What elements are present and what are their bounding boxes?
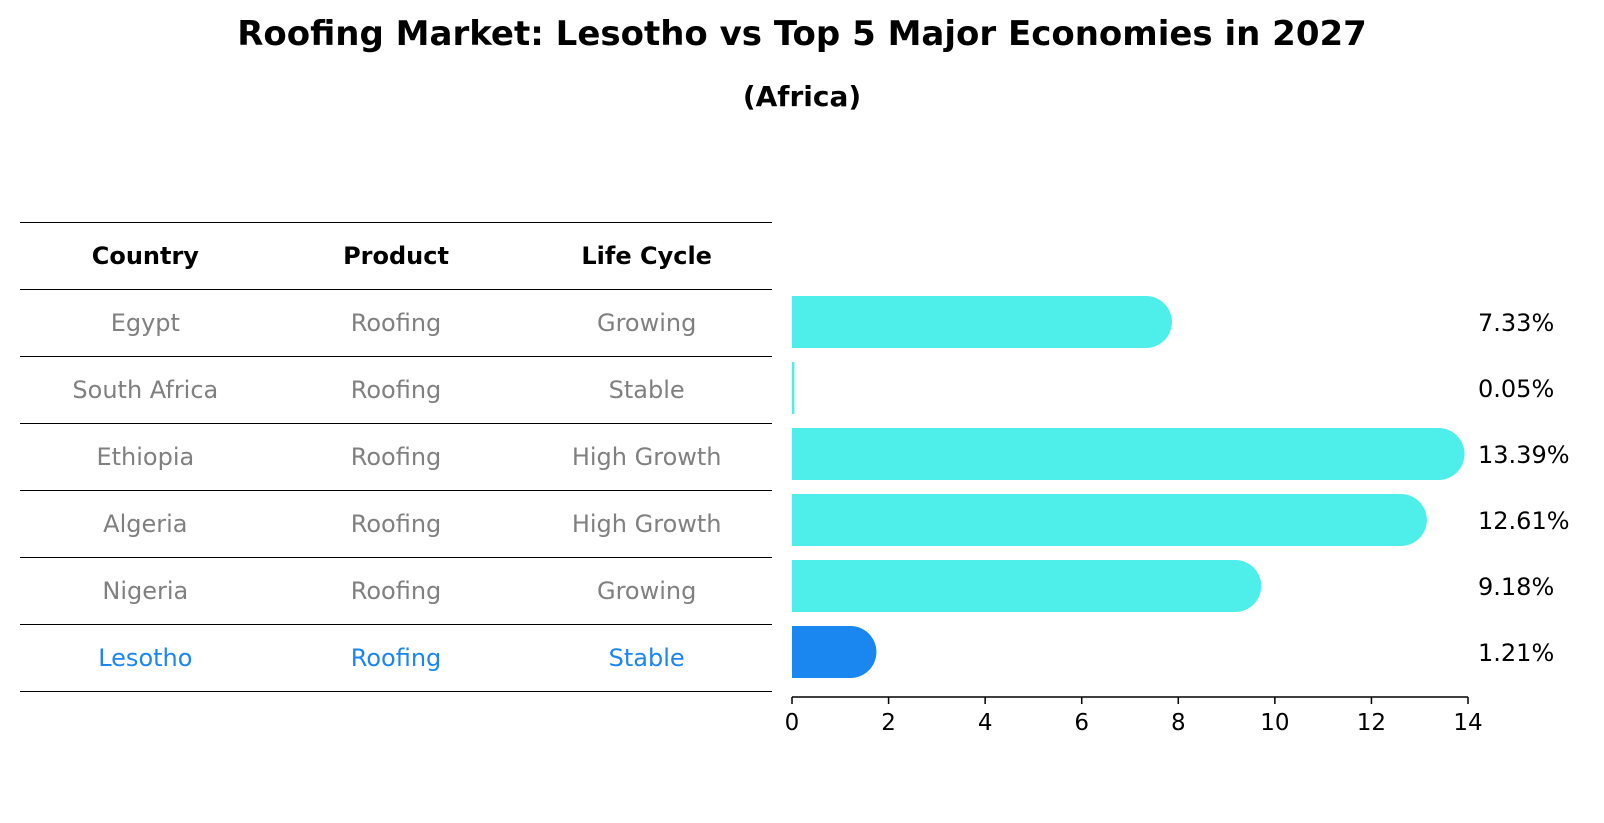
x-tick-label: 2 [881, 710, 896, 736]
chart-title: Roofing Market: Lesotho vs Top 5 Major E… [237, 14, 1367, 54]
cell-product: Roofing [350, 376, 442, 404]
bar-south-africa [792, 362, 795, 414]
cell-product: Roofing [350, 443, 442, 471]
cell-product: Roofing [350, 644, 442, 672]
cell-country: Algeria [103, 510, 188, 538]
x-tick-label: 4 [978, 710, 993, 736]
cell-country: Egypt [110, 309, 180, 337]
table-row-highlight: Lesotho Roofing Stable [20, 624, 772, 692]
header-life-cycle: Life Cycle [581, 242, 712, 270]
table-row: Egypt Roofing Growing [20, 289, 772, 356]
cell-country: Ethiopia [96, 443, 195, 471]
table-row: Ethiopia Roofing High Growth [20, 423, 772, 490]
cell-life-cycle: Stable [608, 376, 685, 404]
table-header-row: Country Product Life Cycle [20, 222, 772, 289]
value-label: 12.61% [1478, 507, 1570, 535]
cell-life-cycle: High Growth [571, 510, 722, 538]
cell-product: Roofing [350, 510, 442, 538]
x-tick-label: 10 [1260, 710, 1289, 736]
data-table: Country Product Life Cycle Egypt Roofing… [20, 222, 772, 692]
x-tick-label: 0 [785, 710, 800, 736]
cell-product: Roofing [350, 577, 442, 605]
value-label: 13.39% [1478, 441, 1570, 469]
x-tick-label: 12 [1357, 710, 1386, 736]
bar-nigeria [792, 560, 1262, 612]
bar-lesotho [792, 626, 877, 678]
cell-country: South Africa [72, 376, 219, 404]
value-label: 9.18% [1478, 573, 1554, 601]
bar-egypt [792, 296, 1172, 348]
value-label: 1.21% [1478, 639, 1554, 667]
table-row: Algeria Roofing High Growth [20, 490, 772, 557]
value-label: 7.33% [1478, 309, 1554, 337]
bar-ethiopia [792, 428, 1465, 480]
cell-life-cycle: Growing [596, 309, 697, 337]
table-row: South Africa Roofing Stable [20, 356, 772, 423]
x-tick-label: 14 [1453, 710, 1482, 736]
cell-life-cycle: Stable [608, 644, 685, 672]
value-label: 0.05% [1478, 375, 1554, 403]
bar-algeria [792, 494, 1427, 546]
header-product: Product [343, 242, 449, 270]
header-country: Country [91, 242, 199, 270]
x-tick-label: 8 [1171, 710, 1186, 736]
table-row: Nigeria Roofing Growing [20, 557, 772, 624]
cell-country: Nigeria [102, 577, 189, 605]
cell-country: Lesotho [98, 644, 193, 672]
cell-life-cycle: Growing [596, 577, 697, 605]
cell-product: Roofing [350, 309, 442, 337]
cell-life-cycle: High Growth [571, 443, 722, 471]
x-tick-label: 6 [1074, 710, 1089, 736]
chart-subtitle: (Africa) [742, 80, 862, 113]
